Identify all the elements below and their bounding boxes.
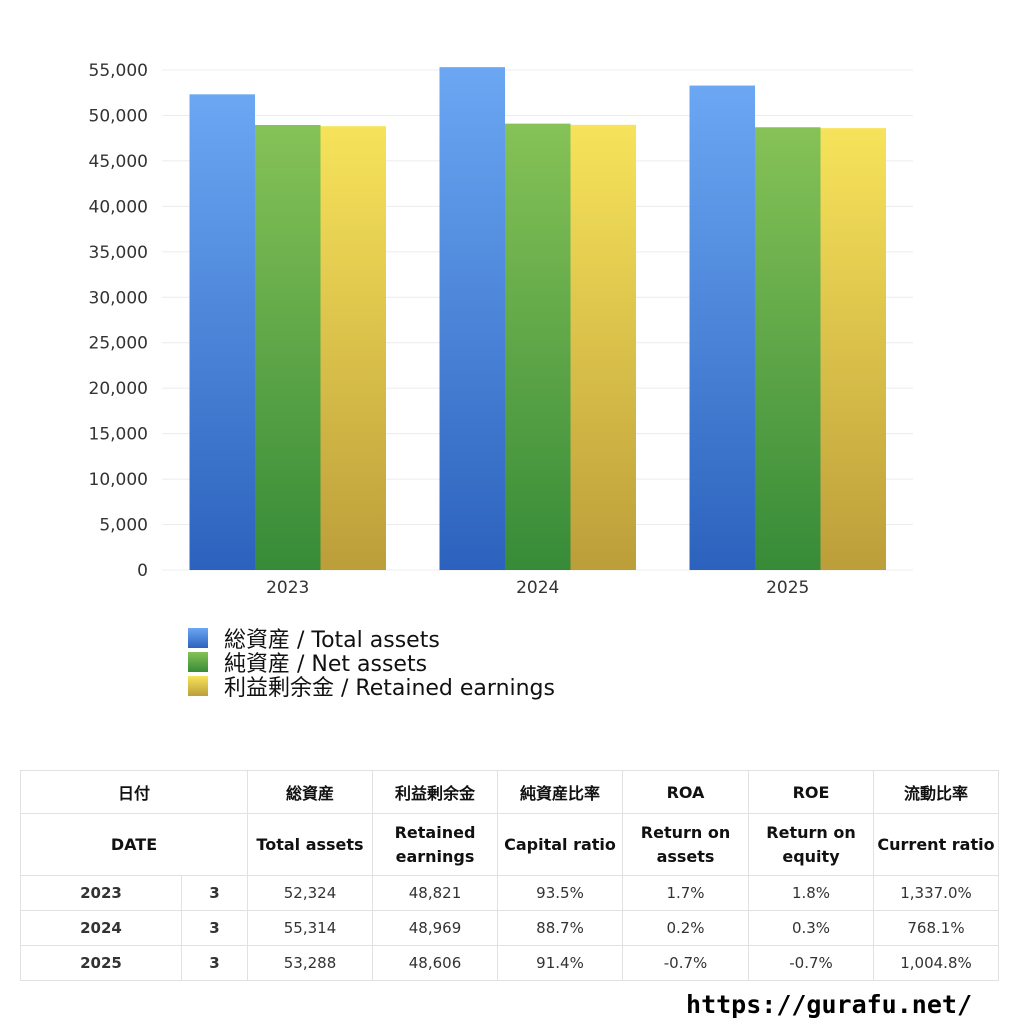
y-axis: 0 5,000 10,000 15,000 20,000 25,000 30,000 35,0… [89, 61, 148, 581]
legend-item-retained-earnings: 利益剰余金 / Retained earnings [188, 674, 555, 701]
legend: 総資産 / Total assets 純資産 / Net assets 利益剰余… [188, 626, 555, 701]
header-roa-jp: ROA [622, 770, 749, 814]
x-tick-label: 2025 [766, 578, 809, 598]
y-tick-label: 25,000 [89, 334, 148, 354]
bar-2023-series-1 [255, 125, 321, 570]
header-retained-jp: 利益剰余金 [372, 770, 498, 814]
legend-item-total-assets: 総資産 / Total assets [188, 626, 555, 653]
table-row: 2024 3 55,314 48,969 88.7% 0.2% 0.3% 768… [20, 910, 999, 946]
cell-roa: 0.2% [622, 910, 749, 946]
header-retained-en: Retained earnings [372, 813, 498, 876]
cell-current-ratio: 1,337.0% [873, 875, 999, 911]
cell-capital-ratio: 93.5% [497, 875, 623, 911]
cell-roe: 0.3% [748, 910, 874, 946]
table-row: 2025 3 53,288 48,606 91.4% -0.7% -0.7% 1… [20, 945, 999, 981]
cell-total-assets: 52,324 [247, 875, 373, 911]
bar-2025-series-2 [820, 128, 886, 571]
bar-2023-series-2 [320, 126, 386, 570]
header-capital-ratio-jp: 純資産比率 [497, 770, 623, 814]
bar-chart: 0 5,000 10,000 15,000 20,000 25,000 30,000 35,0… [89, 61, 913, 598]
header-roe-en: Return on equity [748, 813, 874, 876]
cell-roe: -0.7% [748, 945, 874, 981]
x-tick-label: 2023 [266, 578, 309, 598]
cell-retained: 48,606 [372, 945, 498, 981]
row-year: 2024 [20, 910, 182, 946]
header-total-assets-en: Total assets [247, 813, 373, 876]
bar-2024-series-0 [439, 67, 505, 571]
row-month: 3 [181, 945, 248, 981]
header-roa-en: Return on assets [622, 813, 749, 876]
cell-roe: 1.8% [748, 875, 874, 911]
legend-swatch-total-assets [188, 628, 208, 648]
cell-current-ratio: 1,004.8% [873, 945, 999, 981]
y-tick-label: 50,000 [89, 106, 148, 126]
legend-swatch-retained-earnings [188, 676, 208, 696]
bar-2025-series-1 [755, 127, 821, 570]
header-date-jp: 日付 [20, 770, 248, 814]
cell-retained: 48,821 [372, 875, 498, 911]
row-month: 3 [181, 910, 248, 946]
cell-capital-ratio: 91.4% [497, 945, 623, 981]
cell-capital-ratio: 88.7% [497, 910, 623, 946]
bars [189, 67, 886, 571]
y-tick-label: 45,000 [89, 152, 148, 172]
row-year: 2025 [20, 945, 182, 981]
header-capital-ratio-en: Capital ratio [497, 813, 623, 876]
legend-swatch-net-assets [188, 652, 208, 672]
y-tick-label: 35,000 [89, 243, 148, 263]
header-current-ratio-jp: 流動比率 [873, 770, 999, 814]
bar-2024-series-2 [570, 124, 636, 570]
legend-label: 純資産 / Net assets [224, 652, 428, 677]
bar-2023-series-0 [189, 94, 255, 570]
header-row-jp: 日付 総資産 利益剰余金 純資産比率 ROA ROE 流動比率 [20, 770, 999, 814]
row-year: 2023 [20, 875, 182, 911]
cell-total-assets: 55,314 [247, 910, 373, 946]
y-tick-label: 55,000 [89, 61, 148, 81]
row-month: 3 [181, 875, 248, 911]
cell-roa: 1.7% [622, 875, 749, 911]
y-tick-label: 40,000 [89, 197, 148, 217]
financial-table: 日付 総資産 利益剰余金 純資産比率 ROA ROE 流動比率 DATE Tot… [20, 770, 999, 981]
table-row: 2023 3 52,324 48,821 93.5% 1.7% 1.8% 1,3… [20, 875, 999, 911]
y-tick-label: 0 [137, 561, 148, 581]
x-tick-label: 2024 [516, 578, 559, 598]
header-current-ratio-en: Current ratio [873, 813, 999, 876]
y-tick-label: 5,000 [99, 516, 148, 536]
legend-item-net-assets: 純資産 / Net assets [188, 650, 555, 677]
cell-roa: -0.7% [622, 945, 749, 981]
site-url[interactable]: https://gurafu.net/ [686, 990, 972, 1019]
x-axis: 2023 2024 2025 [266, 578, 809, 598]
header-roe-jp: ROE [748, 770, 874, 814]
bar-2024-series-1 [505, 123, 571, 571]
legend-label: 利益剰余金 / Retained earnings [224, 676, 555, 701]
y-tick-label: 30,000 [89, 288, 148, 308]
header-date-en: DATE [20, 813, 248, 876]
header-row-en: DATE Total assets Retained earnings Capi… [20, 813, 999, 876]
cell-current-ratio: 768.1% [873, 910, 999, 946]
y-tick-label: 10,000 [89, 470, 148, 490]
y-tick-label: 20,000 [89, 379, 148, 399]
y-tick-label: 15,000 [89, 425, 148, 445]
header-total-assets-jp: 総資産 [247, 770, 373, 814]
legend-label: 総資産 / Total assets [224, 628, 440, 653]
cell-retained: 48,969 [372, 910, 498, 946]
bar-2025-series-0 [689, 85, 755, 571]
cell-total-assets: 53,288 [247, 945, 373, 981]
